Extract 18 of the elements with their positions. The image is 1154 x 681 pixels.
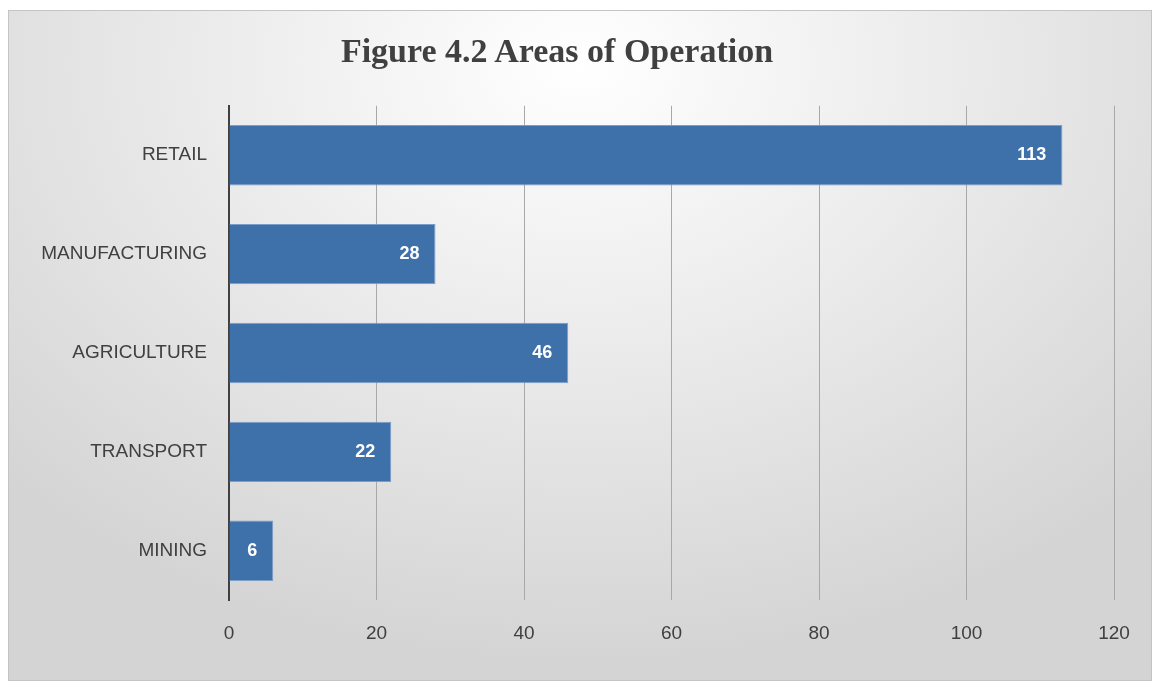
x-tick-label: 40 — [513, 621, 535, 643]
y-tick-label: AGRICULTURE — [72, 341, 207, 363]
x-tick-label: 100 — [950, 621, 983, 643]
x-tick-label: 0 — [223, 621, 235, 643]
y-tick-label: RETAIL — [141, 143, 207, 165]
y-tick-label: TRANSPORT — [90, 440, 208, 462]
chart-title: Figure 4.2 Areas of Operation — [340, 32, 774, 70]
data-label: 28 — [399, 243, 420, 264]
x-tick-label: 120 — [1098, 621, 1130, 643]
y-tick-label: MINING — [138, 538, 207, 560]
x-tick-label: 20 — [365, 621, 388, 643]
x-tick-label: 60 — [660, 621, 683, 643]
data-label: 22 — [355, 440, 376, 461]
y-tick-label: MANUFACTURING — [41, 242, 207, 264]
x-tick-label: 80 — [808, 621, 830, 643]
data-label: 46 — [532, 341, 553, 362]
data-label: 6 — [247, 539, 258, 560]
data-label: 113 — [1017, 144, 1047, 165]
